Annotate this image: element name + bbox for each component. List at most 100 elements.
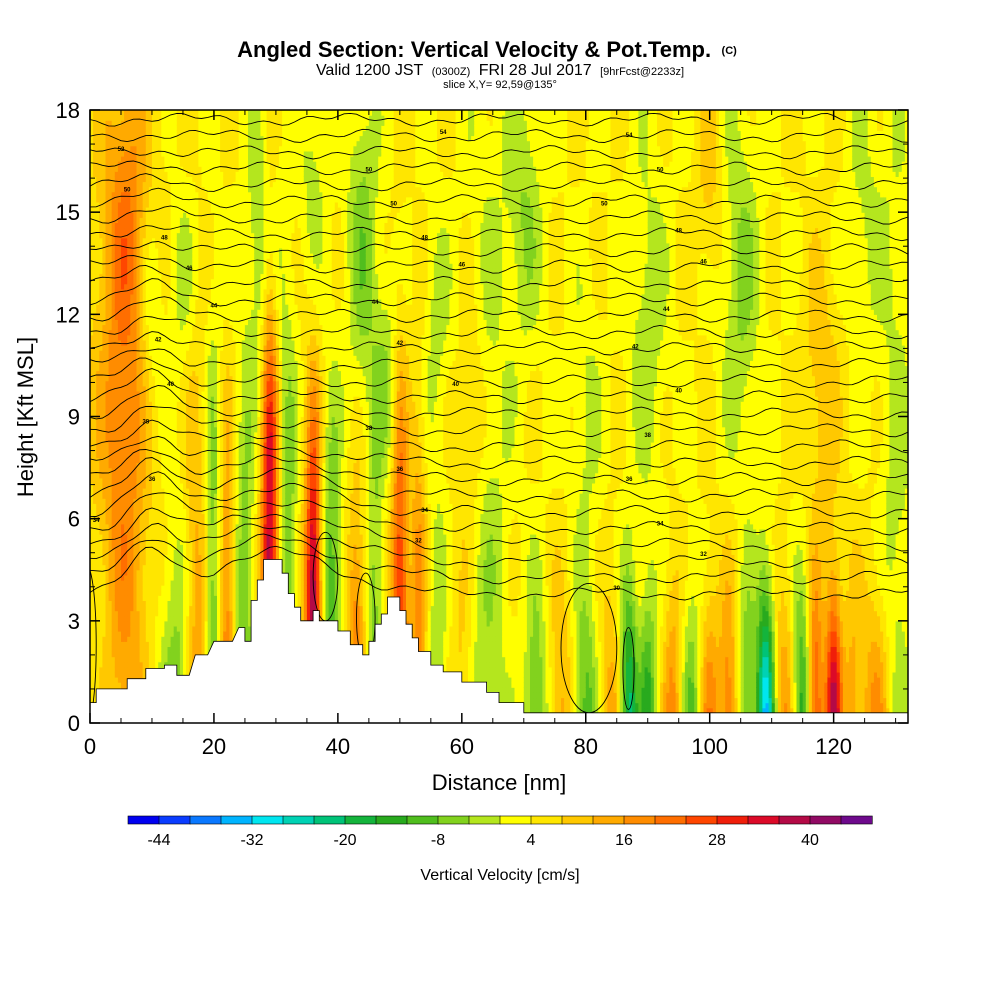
velocity-cell <box>96 120 100 126</box>
velocity-cell <box>173 656 178 663</box>
velocity-cell <box>145 585 150 591</box>
velocity-cell <box>164 304 169 310</box>
velocity-cell <box>102 171 107 177</box>
velocity-cell <box>108 426 113 433</box>
velocity-cell <box>111 498 116 504</box>
velocity-cell <box>96 288 100 295</box>
velocity-cell <box>164 125 169 131</box>
velocity-cell <box>145 166 150 172</box>
velocity-cell <box>105 631 110 637</box>
velocity-cell <box>176 539 181 545</box>
velocity-cell <box>105 411 110 418</box>
velocity-cell <box>142 595 147 601</box>
velocity-cell <box>173 232 178 239</box>
velocity-cell <box>183 370 187 377</box>
velocity-cell <box>170 288 175 295</box>
velocity-cell <box>173 518 178 525</box>
velocity-cell <box>90 661 94 668</box>
velocity-cell <box>105 115 110 121</box>
velocity-cell <box>117 304 122 310</box>
velocity-cell <box>158 467 162 474</box>
velocity-cell <box>139 493 144 499</box>
velocity-cell <box>173 156 178 162</box>
velocity-cell <box>155 513 159 520</box>
velocity-cell <box>136 334 141 341</box>
velocity-cell <box>139 656 144 663</box>
velocity-cell <box>93 559 97 566</box>
velocity-cell <box>170 329 175 336</box>
velocity-cell <box>108 559 113 566</box>
velocity-cell <box>179 150 184 157</box>
velocity-cell <box>117 661 122 668</box>
velocity-cell <box>90 237 94 244</box>
velocity-cell <box>183 135 187 142</box>
velocity-cell <box>108 661 113 668</box>
velocity-cell <box>90 273 94 280</box>
velocity-cell <box>136 498 141 504</box>
velocity-cell <box>99 457 103 464</box>
velocity-cell <box>133 493 138 499</box>
velocity-cell <box>155 421 159 428</box>
velocity-cell <box>186 595 190 601</box>
velocity-cell <box>183 191 187 198</box>
velocity-cell <box>111 580 116 586</box>
velocity-cell <box>108 636 113 642</box>
velocity-cell <box>90 544 94 550</box>
velocity-cell <box>164 447 169 453</box>
velocity-cell <box>164 641 169 647</box>
velocity-cell <box>133 472 138 479</box>
velocity-cell <box>164 549 169 555</box>
velocity-cell <box>127 201 131 208</box>
velocity-cell <box>176 554 181 561</box>
velocity-cell <box>167 125 172 131</box>
velocity-cell <box>173 411 178 418</box>
velocity-cell <box>105 283 110 290</box>
velocity-cell <box>167 436 172 443</box>
velocity-cell <box>96 467 100 474</box>
velocity-cell <box>117 462 122 469</box>
velocity-cell <box>173 641 178 647</box>
velocity-cell <box>170 268 175 275</box>
velocity-cell <box>183 671 187 678</box>
velocity-cell <box>142 130 147 137</box>
velocity-cell <box>173 426 178 433</box>
velocity-cell <box>145 549 150 555</box>
velocity-cell <box>176 503 181 509</box>
velocity-cell <box>164 191 169 198</box>
velocity-cell <box>130 406 134 412</box>
velocity-cell <box>96 436 100 443</box>
velocity-cell <box>93 528 97 535</box>
velocity-cell <box>117 130 122 137</box>
velocity-cell <box>99 600 103 607</box>
velocity-cell <box>105 232 110 239</box>
velocity-cell <box>173 508 178 515</box>
velocity-cell <box>99 334 103 341</box>
velocity-cell <box>96 156 100 162</box>
velocity-cell <box>176 436 181 443</box>
velocity-cell <box>99 222 103 229</box>
velocity-cell <box>102 304 107 310</box>
velocity-cell <box>90 651 94 658</box>
velocity-cell <box>124 375 128 382</box>
velocity-cell <box>111 329 116 336</box>
velocity-cell <box>173 431 178 438</box>
velocity-cell <box>167 472 172 479</box>
velocity-cell <box>124 191 128 198</box>
velocity-cell <box>155 656 159 663</box>
velocity-cell <box>108 539 113 545</box>
velocity-cell <box>99 477 103 484</box>
velocity-cell <box>114 176 119 183</box>
velocity-cell <box>142 370 147 377</box>
velocity-cell <box>173 615 178 622</box>
velocity-cell <box>152 191 156 198</box>
velocity-cell <box>155 641 159 647</box>
velocity-cell <box>179 222 184 229</box>
velocity-cell <box>176 564 181 571</box>
velocity-cell <box>111 110 116 116</box>
velocity-cell <box>155 201 159 208</box>
velocity-cell <box>183 508 187 515</box>
velocity-cell <box>173 498 178 504</box>
velocity-cell <box>133 457 138 464</box>
velocity-cell <box>111 544 116 550</box>
velocity-cell <box>111 600 116 607</box>
